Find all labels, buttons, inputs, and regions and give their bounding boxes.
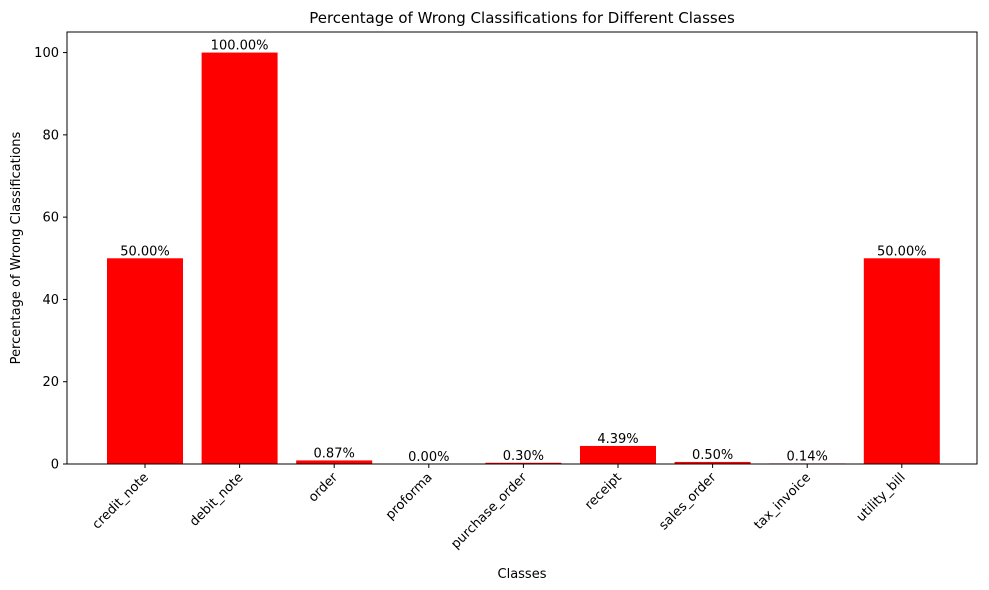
x-axis: credit_note debit_note order proforma purcha… — [90, 464, 909, 552]
data-label-purchase-order: 0.30% — [503, 449, 544, 464]
bars-layer — [107, 52, 940, 464]
x-tick-label-utility-bill: utility_bill — [854, 470, 909, 525]
x-tick-label-credit-note: credit_note — [90, 470, 152, 532]
y-tick-label-0: 0 — [51, 458, 59, 473]
bar-credit-note — [107, 258, 183, 464]
bar-receipt — [580, 445, 656, 464]
data-label-receipt: 4.39% — [597, 432, 638, 447]
y-tick-label-80: 80 — [42, 128, 59, 143]
plot-frame — [66, 31, 978, 465]
x-tick-label-order: order — [306, 470, 342, 506]
y-tick-label-100: 100 — [34, 46, 59, 61]
bar-order — [296, 460, 373, 464]
x-tick-label-purchase-order: purchase_order — [448, 470, 530, 552]
data-labels-layer: 50.00% 100.00% 0.87% 0.00% 0.30% 4.39% 0.50% 0.… — [120, 39, 926, 465]
data-label-utility-bill: 50.00% — [877, 244, 927, 259]
data-label-tax-invoice: 0.14% — [787, 449, 828, 464]
x-tick-label-tax-invoice: tax_invoice — [751, 470, 814, 533]
bar-debit-note — [201, 52, 278, 464]
x-tick-label-debit-note: debit_note — [187, 470, 246, 529]
bar-utility-bill — [863, 258, 940, 464]
y-axis: 0 20 40 60 80 100 — [34, 46, 67, 473]
y-tick-label-40: 40 — [42, 293, 59, 308]
data-label-debit-note: 100.00% — [211, 39, 269, 54]
x-tick-label-proforma: proforma — [383, 470, 436, 523]
x-tick-label-sales-order: sales_order — [656, 470, 720, 534]
data-label-proforma: 0.00% — [408, 450, 449, 465]
bar-sales-order — [674, 461, 751, 464]
x-tick-label-receipt: receipt — [582, 470, 625, 513]
data-label-sales-order: 0.50% — [692, 448, 733, 463]
y-axis-label: Percentage of Wrong Classifications — [9, 131, 24, 364]
x-axis-label: Classes — [498, 567, 547, 582]
y-tick-label-60: 60 — [42, 211, 59, 226]
data-label-order: 0.87% — [314, 446, 355, 461]
chart-title: Percentage of Wrong Classifications for … — [309, 9, 735, 27]
bar-purchase-order — [485, 462, 562, 464]
y-tick-label-20: 20 — [42, 375, 59, 390]
data-label-credit-note: 50.00% — [120, 244, 170, 259]
